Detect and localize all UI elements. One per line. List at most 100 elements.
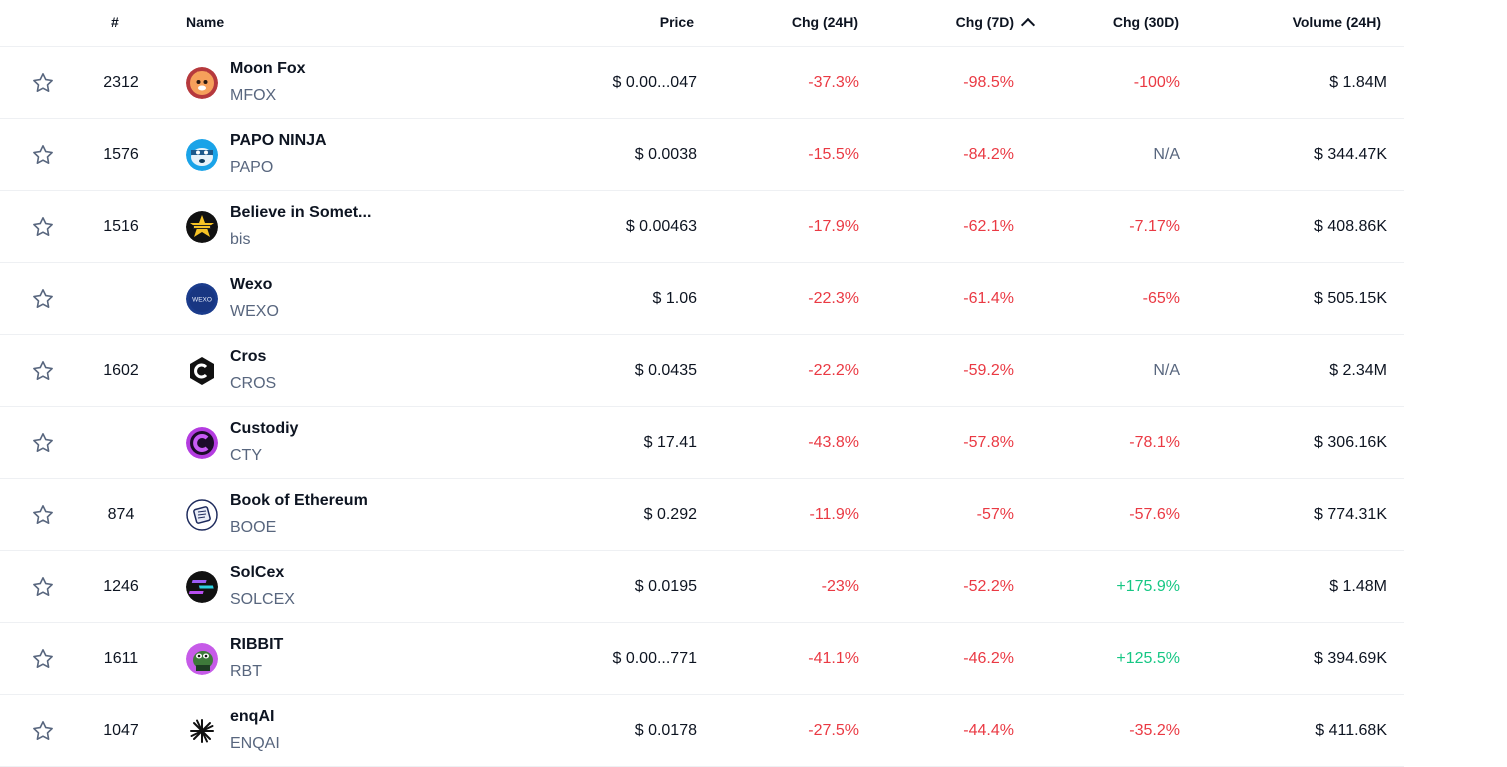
change-30d: +175.9% [1116, 578, 1180, 595]
chevron-up-icon [1020, 17, 1036, 33]
star-icon[interactable] [31, 287, 55, 311]
coin-symbol: BOOE [230, 519, 277, 536]
table-row[interactable]: 2312 Moon Fox MFOX $ 0.00...047 -37.3% -98.5%… [0, 47, 1404, 119]
change-7d: -59.2% [963, 362, 1014, 379]
change-24h: -43.8% [808, 434, 859, 451]
change-30d: N/A [1153, 146, 1180, 163]
price: $ 0.00...047 [612, 74, 697, 91]
change-24h: -17.9% [808, 218, 859, 235]
header-chg-24h[interactable]: Chg (24H) [791, 14, 858, 30]
change-24h: -22.3% [808, 290, 859, 307]
coin-name[interactable]: Believe in Somet... [230, 204, 372, 221]
coin-symbol: PAPO [230, 159, 274, 176]
table-row[interactable]: 1602 Cros CROS $ 0.0435 -22.2% -59.2% N/A $ 2.3… [0, 335, 1404, 407]
coin-symbol: WEXO [230, 303, 279, 320]
moon-fox-logo-icon [186, 67, 218, 99]
table-row[interactable]: 1246 SolCex SOLCEX $ 0.0195 -23% -52.2% +175.9… [0, 551, 1404, 623]
header-price[interactable]: Price [659, 14, 694, 30]
header-volume-24h[interactable]: Volume (24H) [1292, 14, 1381, 30]
change-24h: -27.5% [808, 722, 859, 739]
ribbit-logo-icon [186, 643, 218, 675]
price: $ 0.00...771 [612, 650, 697, 667]
change-30d: N/A [1153, 362, 1180, 379]
wexo-logo-icon: WEXO [186, 283, 218, 315]
price: $ 0.00463 [625, 218, 697, 235]
star-icon[interactable] [31, 215, 55, 239]
star-icon[interactable] [31, 575, 55, 599]
coin-name[interactable]: Wexo [230, 276, 273, 293]
star-icon[interactable] [31, 359, 55, 383]
change-7d: -98.5% [963, 74, 1014, 91]
table-row[interactable]: WEXO Wexo WEXO $ 1.06 -22.3% -61.4% -65% $ 505.… [0, 263, 1404, 335]
coin-name[interactable]: RIBBIT [230, 636, 284, 653]
coin-symbol: RBT [230, 663, 262, 680]
header-chg-30d[interactable]: Chg (30D) [1112, 14, 1179, 30]
header-chg-7d-label: Chg (7D) [955, 14, 1014, 30]
table-row[interactable]: 1611 RIBBIT RBT $ 0.00...771 -41.1% -46.2% +12… [0, 623, 1404, 695]
coin-name[interactable]: enqAI [230, 708, 275, 725]
change-30d: +125.5% [1116, 650, 1180, 667]
change-7d: -52.2% [963, 578, 1014, 595]
change-7d: -46.2% [963, 650, 1014, 667]
custodiy-logo-icon [186, 427, 218, 459]
change-30d: -78.1% [1129, 434, 1180, 451]
volume-24h: $ 306.16K [1314, 434, 1387, 451]
price: $ 0.292 [643, 506, 697, 523]
rank: 874 [107, 506, 135, 523]
price: $ 0.0178 [634, 722, 697, 739]
price: $ 0.0195 [634, 578, 697, 595]
star-icon[interactable] [31, 647, 55, 671]
volume-24h: $ 774.31K [1314, 506, 1387, 523]
change-24h: -41.1% [808, 650, 859, 667]
change-7d: -57.8% [963, 434, 1014, 451]
change-30d: -65% [1142, 290, 1180, 307]
believe-logo-icon [186, 211, 218, 243]
table-row[interactable]: 874 Book of Ethereum BOOE $ 0.292 -11.9% -57%… [0, 479, 1404, 551]
price: $ 1.06 [652, 290, 697, 307]
enqai-logo-icon [186, 715, 218, 747]
volume-24h: $ 344.47K [1314, 146, 1387, 163]
coin-name[interactable]: Moon Fox [230, 60, 306, 77]
star-icon[interactable] [31, 431, 55, 455]
coin-name[interactable]: PAPO NINJA [230, 132, 327, 149]
rank: 1047 [103, 722, 139, 739]
table-row[interactable]: Custodiy CTY $ 17.41 -43.8% -57.8% -78.1% $ 30… [0, 407, 1404, 479]
rank: 1246 [103, 578, 139, 595]
star-icon[interactable] [31, 143, 55, 167]
change-24h: -37.3% [808, 74, 859, 91]
price: $ 0.0038 [634, 146, 697, 163]
change-30d: -57.6% [1129, 506, 1180, 523]
volume-24h: $ 411.68K [1315, 722, 1387, 739]
change-24h: -11.9% [809, 506, 859, 523]
star-icon[interactable] [31, 71, 55, 95]
star-icon[interactable] [31, 719, 55, 743]
header-name[interactable]: Name [186, 14, 225, 30]
papo-ninja-logo-icon [186, 139, 218, 171]
volume-24h: $ 2.34M [1329, 362, 1387, 379]
coin-symbol: ENQAI [230, 735, 280, 752]
coin-name[interactable]: Custodiy [230, 420, 299, 437]
volume-24h: $ 505.15K [1314, 290, 1387, 307]
change-7d: -57% [976, 506, 1014, 523]
coin-name[interactable]: Book of Ethereum [230, 492, 368, 509]
coin-symbol: SOLCEX [230, 591, 295, 608]
change-24h: -15.5% [808, 146, 859, 163]
price: $ 0.0435 [634, 362, 697, 379]
cros-logo-icon [186, 355, 218, 387]
volume-24h: $ 1.84M [1329, 74, 1387, 91]
change-7d: -62.1% [963, 218, 1014, 235]
rank: 1516 [103, 218, 139, 235]
change-30d: -35.2% [1129, 722, 1180, 739]
svg-text:WEXO: WEXO [192, 297, 212, 304]
table-row[interactable]: 1516 Believe in Somet... bis $ 0.00463 -17.9… [0, 191, 1404, 263]
coin-name[interactable]: Cros [230, 348, 267, 365]
star-icon[interactable] [31, 503, 55, 527]
crypto-table: # Name Price Chg (24H) Chg (7D) Chg (30D… [0, 13, 1404, 767]
header-rank[interactable]: # [111, 14, 119, 30]
table-row[interactable]: 1576 PAPO NINJA PAPO $ 0.0038 -15.5% -84.2% N/… [0, 119, 1404, 191]
header-chg-7d[interactable]: Chg (7D) [955, 13, 1036, 33]
change-30d: -7.17% [1129, 218, 1180, 235]
change-7d: -84.2% [963, 146, 1014, 163]
table-row[interactable]: 1047 enqAI ENQAI $ 0.0178 -27.5% -44.4% -35.2%… [0, 695, 1404, 767]
coin-name[interactable]: SolCex [230, 564, 285, 581]
